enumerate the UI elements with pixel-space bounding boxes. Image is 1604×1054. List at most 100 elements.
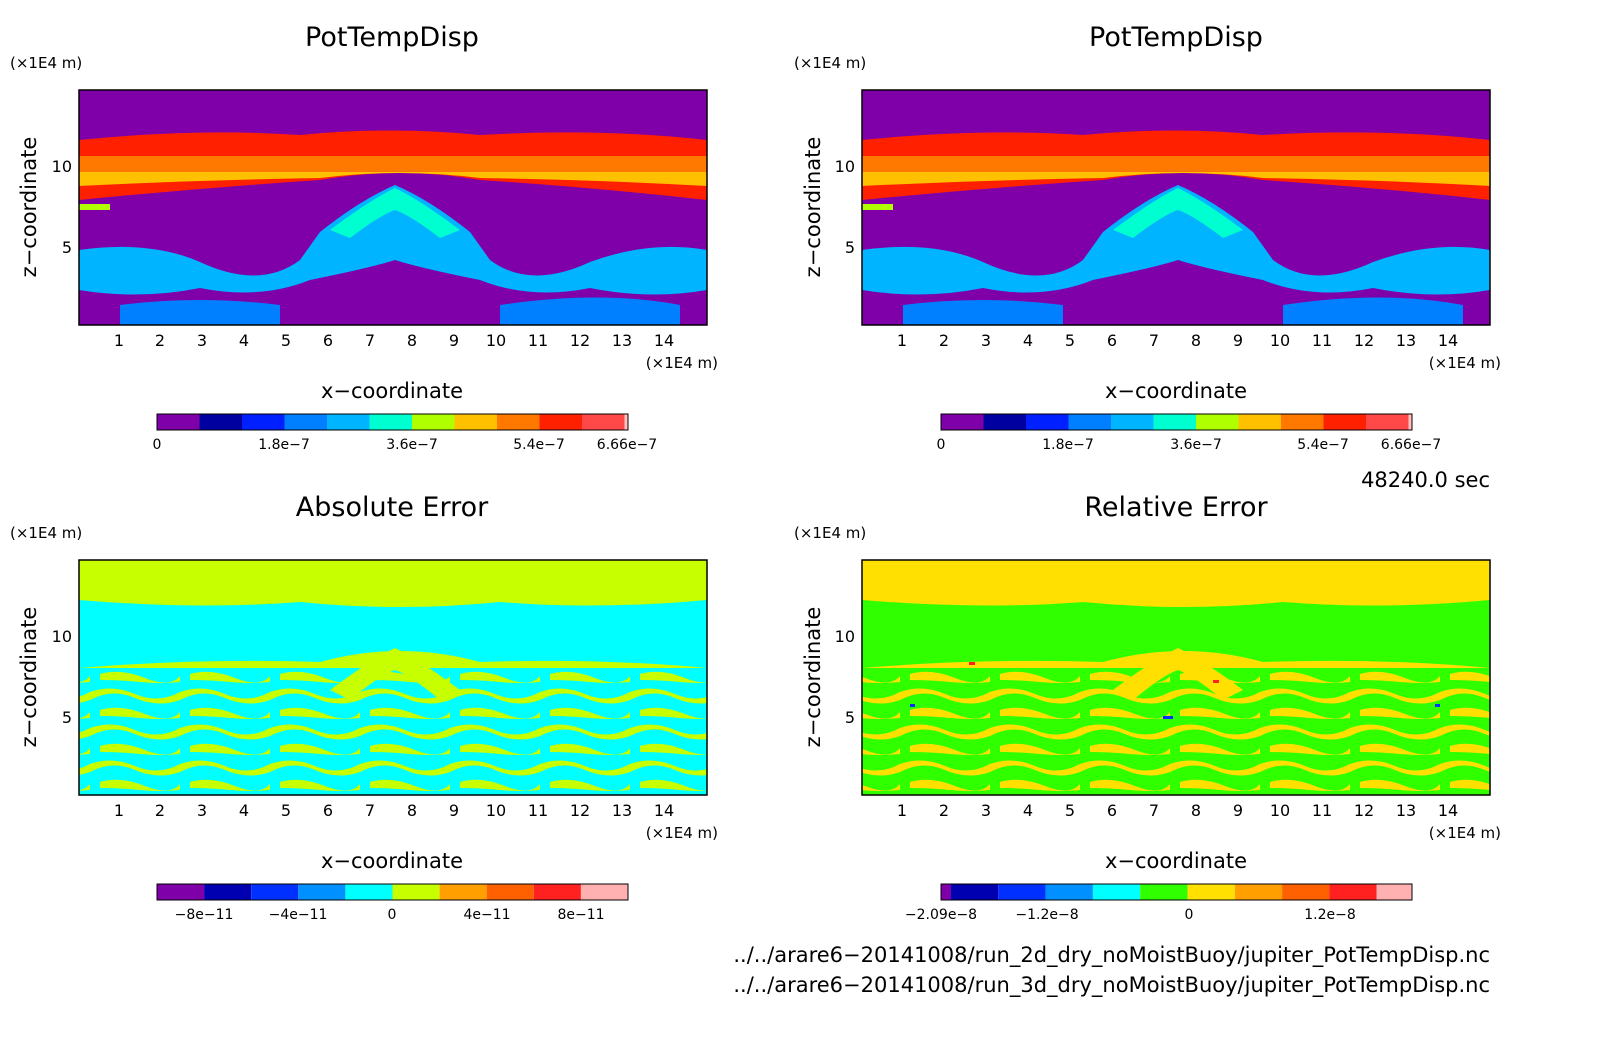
x-tick-label: 1: [897, 331, 907, 350]
colorbar-swatch: [1153, 414, 1196, 430]
colorbar-swatch: [1111, 414, 1154, 430]
x-tick-label: 11: [528, 331, 548, 350]
y-ticks: 5 10: [835, 627, 855, 727]
contour-field: [79, 560, 707, 795]
x-tick-label: 4: [239, 331, 249, 350]
colorbar-swatch: [951, 884, 999, 900]
colorbar-label: 3.6e−7: [1170, 437, 1222, 453]
panel-relative-error: Relative Error (×1E4 m) z−coordinate (×1…: [794, 492, 1501, 923]
colorbar-swatch: [1092, 884, 1141, 900]
colorbar-swatch: [983, 414, 1026, 430]
x-tick-label: 5: [281, 801, 291, 820]
colorbar-frame: [940, 883, 1413, 901]
x-tick-label: 6: [1107, 801, 1117, 820]
x-ticks: 1 2 3 4 5 6 7 8 9 10 11 12 13 14: [114, 801, 674, 820]
colorbar: 0 1.8e−7 3.6e−7 5.4e−7 6.66e−7: [153, 413, 657, 453]
x-tick-label: 12: [570, 801, 590, 820]
colorbar-swatch: [624, 414, 628, 430]
x-ticks: 1 2 3 4 5 6 7 8 9 10 11 12 13 14: [897, 331, 1458, 350]
x-axis-label: x−coordinate: [1105, 849, 1247, 873]
colorbar-swatch: [454, 414, 497, 430]
x-tick-label: 11: [1312, 331, 1332, 350]
colorbar-swatch: [369, 414, 412, 430]
x-tick-label: 8: [1191, 801, 1201, 820]
x-tick-label: 7: [1149, 331, 1159, 350]
x-tick-label: 2: [939, 331, 949, 350]
x-tick-label: 14: [1438, 801, 1458, 820]
colorbar-frame: [156, 883, 629, 901]
colorbar-swatch: [1196, 414, 1239, 430]
x-tick-label: 12: [1354, 331, 1374, 350]
x-tick-label: 9: [449, 801, 459, 820]
x-tick-label: 14: [654, 801, 674, 820]
file-paths: ../../arare6−20141008/run_2d_dry_noMoist…: [733, 943, 1490, 998]
x-tick-label: 7: [365, 801, 375, 820]
x-axis-label: x−coordinate: [321, 379, 463, 403]
colorbar-swatch: [157, 884, 205, 900]
x-tick-label: 14: [1438, 331, 1458, 350]
colorbar-label: 1.2e−8: [1304, 907, 1356, 923]
x-tick-label: 11: [528, 801, 548, 820]
x-unit-label: (×1E4 m): [1429, 354, 1501, 372]
colorbar-swatch: [1140, 884, 1188, 900]
x-tick-label: 8: [407, 331, 417, 350]
x-tick-label: 3: [981, 331, 991, 350]
y-axis-label: z−coordinate: [17, 607, 41, 748]
x-axis-label: x−coordinate: [1105, 379, 1247, 403]
colorbar-swatch: [486, 884, 534, 900]
x-ticks: 1 2 3 4 5 6 7 8 9 10 11 12 13 14: [114, 331, 674, 350]
x-tick-label: 14: [654, 331, 674, 350]
colorbar-swatch: [1234, 884, 1283, 900]
file-path-line: ../../arare6−20141008/run_2d_dry_noMoist…: [733, 943, 1490, 968]
colorbar: −8e−11 −4e−11 0 4e−11 8e−11: [156, 883, 629, 923]
colorbar-swatch: [1408, 414, 1412, 430]
colorbar-swatch: [298, 884, 346, 900]
panel-absolute-error: Absolute Error (×1E4 m) z−coordinate (×1…: [10, 492, 718, 923]
y-ticks: 5 10: [52, 157, 72, 257]
colorbar-label: 0: [1185, 907, 1194, 923]
x-tick-label: 5: [281, 331, 291, 350]
x-tick-label: 9: [1233, 331, 1243, 350]
colorbar-swatch: [1323, 414, 1366, 430]
colorbar-label: 0: [153, 437, 162, 453]
x-tick-label: 1: [897, 801, 907, 820]
colorbar-label: 6.66e−7: [1381, 437, 1441, 453]
colorbar-swatch: [1068, 414, 1111, 430]
x-tick-label: 6: [1107, 331, 1117, 350]
colorbar-label: −4e−11: [269, 907, 328, 923]
x-tick-label: 7: [365, 331, 375, 350]
x-tick-label: 1: [114, 331, 124, 350]
contour-field: [862, 90, 1490, 325]
colorbar-label: 0: [937, 437, 946, 453]
x-tick-label: 6: [323, 331, 333, 350]
panel-title: Relative Error: [1084, 492, 1268, 523]
colorbar-label: −8e−11: [175, 907, 234, 923]
x-tick-label: 8: [407, 801, 417, 820]
colorbar-swatch: [998, 884, 1046, 900]
plot-frame: [861, 89, 1491, 326]
colorbar-swatch: [533, 884, 581, 900]
plot-frame: [861, 559, 1491, 796]
x-tick-label: 13: [1396, 331, 1416, 350]
x-tick-label: 3: [981, 801, 991, 820]
colorbar-label: 6.66e−7: [597, 437, 657, 453]
x-tick-label: 11: [1312, 801, 1332, 820]
colorbar-label: 1.8e−7: [258, 437, 310, 453]
x-tick-label: 13: [612, 331, 632, 350]
panel-title: Absolute Error: [296, 492, 489, 523]
colorbar-swatch: [941, 884, 951, 900]
x-tick-label: 10: [486, 331, 506, 350]
colorbar-swatch: [582, 414, 625, 430]
contour-field: [862, 560, 1490, 795]
colorbar-frame: [940, 413, 1413, 431]
x-tick-label: 13: [612, 801, 632, 820]
colorbar-swatch: [941, 414, 984, 430]
z-unit-label: (×1E4 m): [794, 54, 866, 72]
panel-pottempdisp-right: PotTempDisp (×1E4 m) z−coordinate (×1E4 …: [794, 22, 1501, 453]
x-unit-label: (×1E4 m): [1429, 824, 1501, 842]
colorbar-label: −1.2e−8: [1015, 907, 1078, 923]
time-label: 48240.0 sec: [1361, 468, 1490, 492]
x-axis-label: x−coordinate: [321, 849, 463, 873]
y-tick-label: 5: [62, 238, 72, 257]
x-tick-label: 1: [114, 801, 124, 820]
